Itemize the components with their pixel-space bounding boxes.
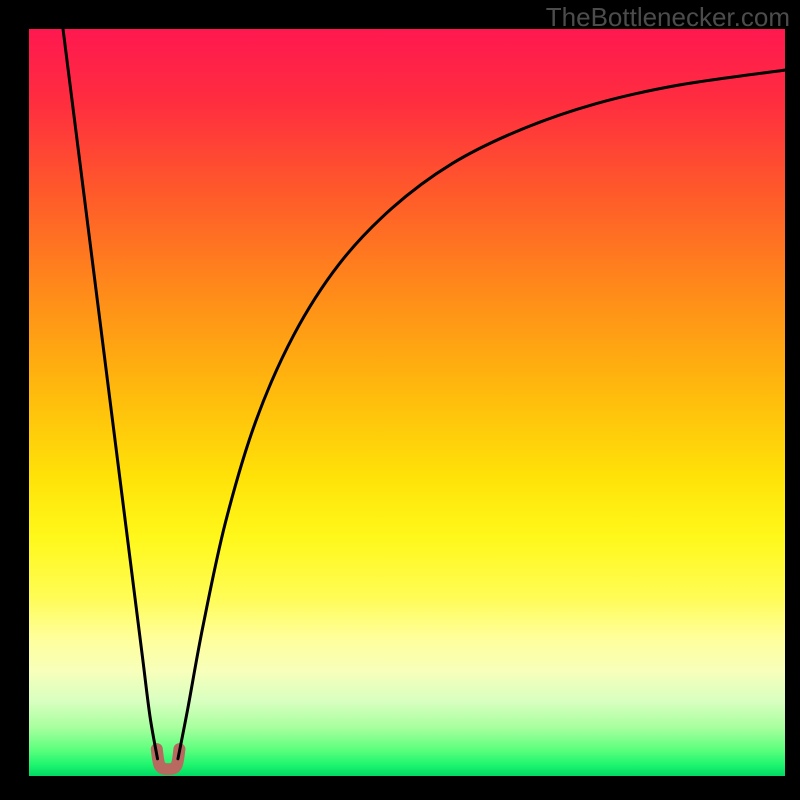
chart-root: TheBottlenecker.com	[0, 0, 800, 800]
chart-svg	[0, 0, 800, 800]
watermark-label: TheBottlenecker.com	[546, 2, 790, 33]
